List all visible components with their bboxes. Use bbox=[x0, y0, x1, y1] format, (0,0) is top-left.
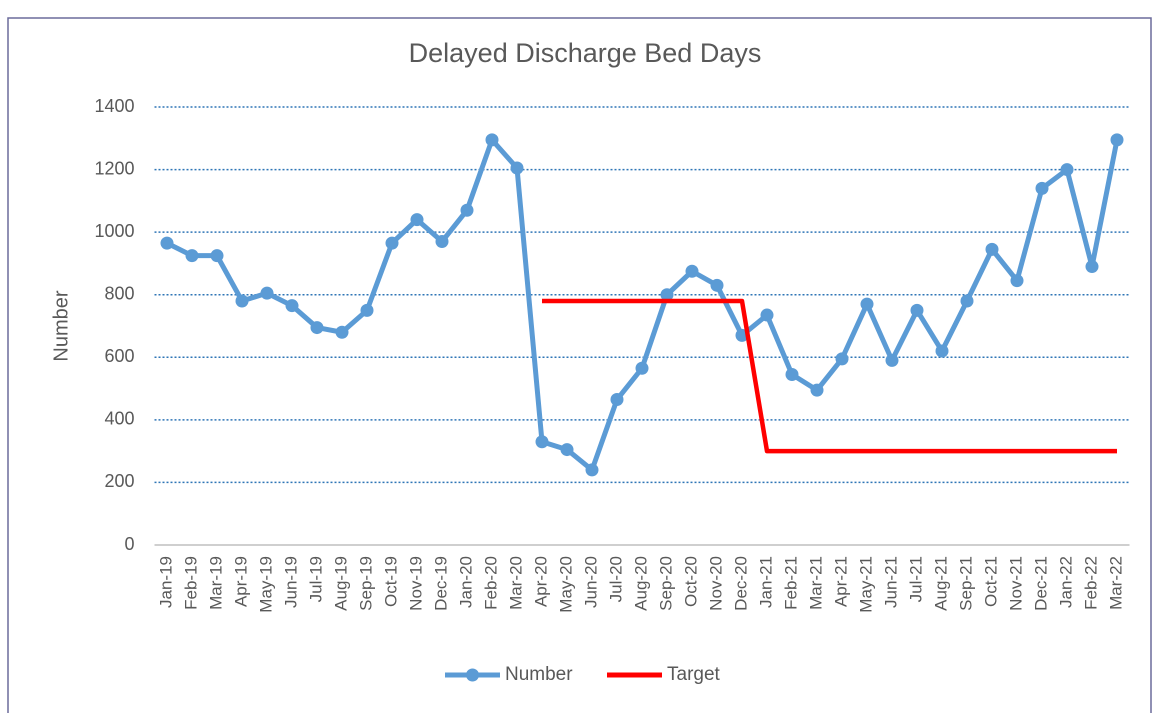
legend-label: Number bbox=[505, 664, 573, 685]
y-tick-label: 1000 bbox=[94, 221, 134, 241]
point-marker bbox=[360, 303, 374, 317]
x-tick-label: Feb-19 bbox=[181, 556, 200, 610]
point-marker bbox=[585, 463, 599, 477]
point-marker bbox=[710, 278, 724, 292]
y-tick-label: 800 bbox=[104, 283, 134, 303]
series-line bbox=[542, 298, 1117, 454]
x-tick-label: May-20 bbox=[556, 556, 575, 613]
point-marker bbox=[1010, 274, 1024, 288]
x-tick-label: Jun-21 bbox=[881, 556, 900, 608]
y-tick-label: 0 bbox=[124, 534, 134, 554]
point-marker bbox=[260, 286, 274, 300]
x-tick-label: Mar-19 bbox=[206, 556, 225, 610]
x-tick-label: Jan-22 bbox=[1056, 556, 1075, 608]
x-tick-label: Oct-20 bbox=[681, 556, 700, 607]
point-marker bbox=[410, 213, 424, 227]
point-marker bbox=[1035, 181, 1049, 195]
x-tick-label: Oct-19 bbox=[381, 556, 400, 607]
point-marker bbox=[835, 352, 849, 366]
legend-marker bbox=[466, 668, 479, 682]
x-tick-label: Aug-19 bbox=[331, 556, 350, 611]
point-marker bbox=[960, 294, 974, 308]
point-marker bbox=[885, 353, 899, 367]
point-marker bbox=[335, 325, 349, 339]
point-marker bbox=[535, 435, 549, 449]
point-marker bbox=[760, 308, 774, 322]
x-tick-label: Aug-21 bbox=[931, 556, 950, 611]
point-marker bbox=[385, 236, 399, 250]
y-tick-label: 1400 bbox=[94, 96, 134, 116]
x-tick-label: Mar-20 bbox=[506, 556, 525, 610]
point-marker bbox=[185, 249, 199, 263]
chart-title: Delayed Discharge Bed Days bbox=[409, 38, 762, 68]
x-tick-label: Feb-20 bbox=[481, 556, 500, 610]
point-marker bbox=[810, 383, 824, 397]
y-tick-label: 1200 bbox=[94, 158, 134, 178]
x-tick-label: May-21 bbox=[856, 556, 875, 613]
point-marker bbox=[1110, 133, 1124, 147]
point-marker bbox=[560, 443, 574, 457]
x-tick-label: Jan-19 bbox=[156, 556, 175, 608]
y-axis-label: Number bbox=[50, 290, 72, 361]
x-tick-label: Sep-20 bbox=[656, 556, 675, 611]
x-tick-label: Mar-22 bbox=[1106, 556, 1125, 610]
x-tick-label: Aug-20 bbox=[631, 556, 650, 611]
x-tick-label: Jun-20 bbox=[581, 556, 600, 608]
point-marker bbox=[935, 344, 949, 358]
point-marker bbox=[435, 235, 449, 249]
x-tick-label: Dec-19 bbox=[431, 556, 450, 611]
point-marker bbox=[510, 161, 524, 175]
point-marker bbox=[685, 264, 699, 278]
y-tick-label: 200 bbox=[104, 471, 134, 491]
y-tick-label: 400 bbox=[104, 409, 134, 429]
x-tick-label: Jul-19 bbox=[306, 556, 325, 602]
x-tick-label: Sep-19 bbox=[356, 556, 375, 611]
x-tick-label: Jul-21 bbox=[906, 556, 925, 602]
x-tick-label: Apr-21 bbox=[831, 556, 850, 607]
x-tick-label: Apr-20 bbox=[531, 556, 550, 607]
x-tick-label: Jan-20 bbox=[456, 556, 475, 608]
x-tick-label: Dec-21 bbox=[1031, 556, 1050, 611]
x-tick-label: Mar-21 bbox=[806, 556, 825, 610]
point-marker bbox=[485, 133, 499, 147]
x-tick-label: Nov-20 bbox=[706, 556, 725, 611]
point-marker bbox=[985, 242, 999, 256]
x-tick-label: Jun-19 bbox=[281, 556, 300, 608]
point-marker bbox=[285, 299, 299, 313]
x-tick-label: Nov-21 bbox=[1006, 556, 1025, 611]
x-tick-label: Oct-21 bbox=[981, 556, 1000, 607]
point-marker bbox=[235, 294, 249, 308]
y-tick-label: 600 bbox=[104, 346, 134, 366]
point-marker bbox=[210, 249, 224, 263]
x-tick-label: Dec-20 bbox=[731, 556, 750, 611]
point-marker bbox=[785, 367, 799, 381]
x-tick-label: Sep-21 bbox=[956, 556, 975, 611]
point-marker bbox=[910, 303, 924, 317]
x-tick-label: Jul-20 bbox=[606, 556, 625, 602]
legend-label: Target bbox=[667, 664, 721, 685]
point-marker bbox=[460, 203, 474, 217]
point-marker bbox=[160, 236, 174, 250]
x-tick-label: Feb-21 bbox=[781, 556, 800, 610]
point-marker bbox=[610, 393, 624, 407]
point-marker bbox=[1060, 163, 1074, 177]
point-marker bbox=[310, 321, 324, 335]
point-marker bbox=[1085, 260, 1099, 274]
point-marker bbox=[660, 288, 674, 302]
chart-frame bbox=[7, 17, 1152, 713]
x-tick-label: Jan-21 bbox=[756, 556, 775, 608]
point-marker bbox=[635, 361, 649, 375]
x-tick-label: May-19 bbox=[256, 556, 275, 613]
x-tick-label: Feb-22 bbox=[1081, 556, 1100, 610]
point-marker bbox=[860, 297, 874, 311]
x-tick-label: Apr-19 bbox=[231, 556, 250, 607]
x-tick-label: Nov-19 bbox=[406, 556, 425, 611]
